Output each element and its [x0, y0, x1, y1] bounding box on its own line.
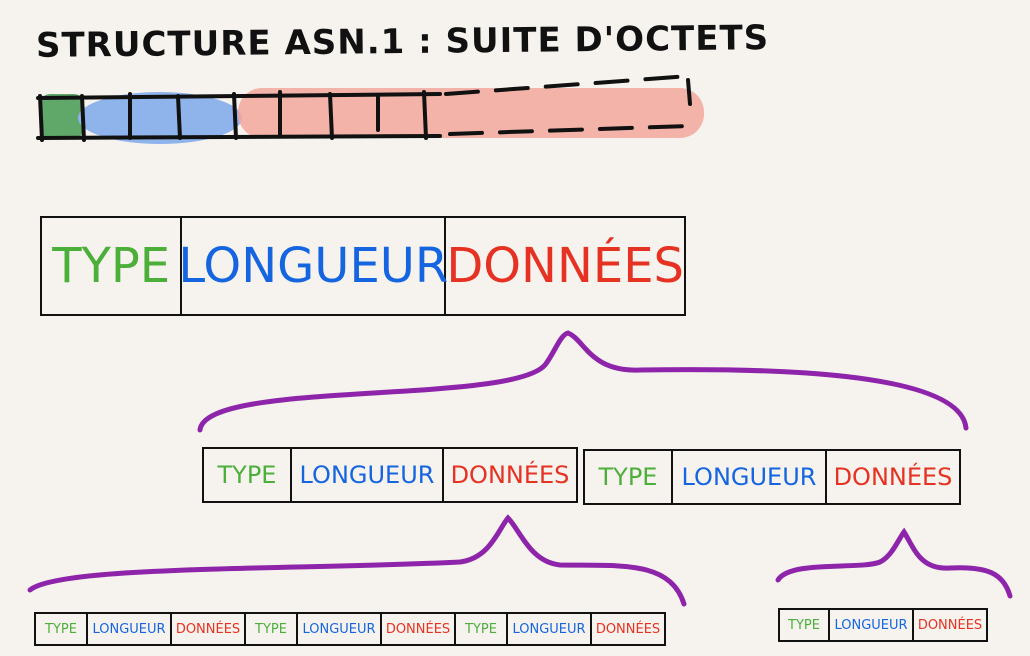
- tlv-length-cell: LONGUEUR: [508, 614, 592, 644]
- tlv-nested-1-3: TYPE LONGUEUR DONNÉES: [454, 612, 666, 646]
- tlv-nested-1: TYPE LONGUEUR DONNÉES: [202, 447, 578, 503]
- tlv-type-cell: TYPE: [246, 614, 298, 644]
- byte-strip-top-line: [36, 92, 442, 100]
- tlv-type-cell: TYPE: [585, 451, 673, 503]
- byte-divider: [80, 94, 86, 142]
- braces: [27, 330, 1013, 607]
- tlv-data-cell: DONNÉES: [833, 463, 953, 491]
- byte-strip: [36, 74, 692, 142]
- tlv-data-cell: DONNÉES: [446, 238, 684, 294]
- tlv-data-cell: DONNÉES: [450, 461, 570, 489]
- byte-divider: [38, 94, 44, 142]
- byte-strip-bottom-line: [36, 134, 442, 140]
- tlv-type-cell: TYPE: [204, 449, 292, 501]
- tlv-data-cell: DONNÉES: [175, 621, 241, 637]
- tlv-type-cell: TYPE: [456, 614, 508, 644]
- tlv-data-cell: DONNÉES: [917, 617, 983, 633]
- tlv-nested-2-1: TYPE LONGUEUR DONNÉES: [778, 608, 988, 642]
- tlv-type-cell: TYPE: [42, 218, 183, 314]
- tlv-data-cell: DONNÉES: [385, 621, 451, 637]
- tlv-length-cell: LONGUEUR: [830, 610, 914, 640]
- tlv-length-cell: LONGUEUR: [292, 449, 444, 501]
- byte-strip-highlights: [40, 88, 704, 144]
- tlv-nested-1-1: TYPE LONGUEUR DONNÉES: [34, 612, 246, 646]
- length-bytes-highlight: [78, 92, 242, 144]
- byte-divider: [176, 94, 182, 140]
- brace-level-2-left: [27, 514, 687, 607]
- page-title: STRUCTURE ASN.1 : SUITE D'OCTETS: [35, 18, 770, 66]
- byte-strip-dashed-top: [444, 74, 692, 96]
- byte-divider: [422, 90, 428, 140]
- brace-level-2-right: [775, 527, 1013, 599]
- byte-strip-dashed-bottom: [448, 124, 690, 136]
- type-byte-highlight: [40, 94, 84, 138]
- data-bytes-highlight: [238, 88, 704, 138]
- tlv-type-cell: TYPE: [36, 614, 88, 644]
- byte-divider: [328, 92, 334, 140]
- tlv-length-cell: LONGUEUR: [298, 614, 382, 644]
- tlv-nested-2: TYPE LONGUEUR DONNÉES: [583, 449, 961, 505]
- tlv-type-cell: TYPE: [780, 610, 830, 640]
- byte-divider: [232, 92, 238, 140]
- tlv-length-cell: LONGUEUR: [673, 451, 827, 503]
- tlv-main: TYPE LONGUEUR DONNÉES: [40, 216, 686, 316]
- tlv-nested-1-2: TYPE LONGUEUR DONNÉES: [244, 612, 456, 646]
- brace-level-1: [197, 330, 969, 433]
- tlv-length-cell: LONGUEUR: [88, 614, 172, 644]
- tlv-data-cell: DONNÉES: [595, 621, 661, 637]
- byte-strip-end: [686, 78, 692, 106]
- tlv-length-cell: LONGUEUR: [178, 218, 448, 314]
